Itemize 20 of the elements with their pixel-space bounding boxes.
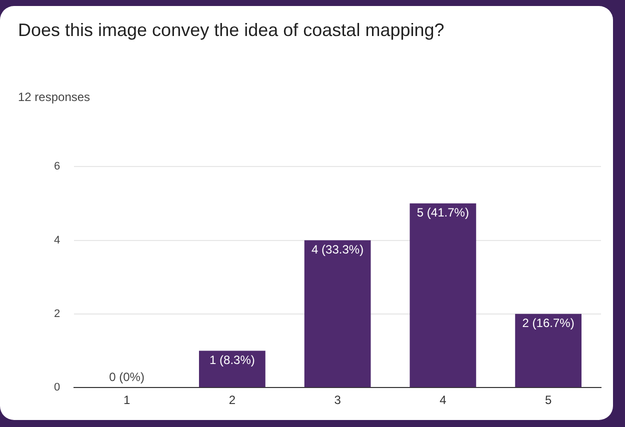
x-tick-label: 4 [440,393,447,408]
x-tick-label: 5 [544,393,552,408]
data-label: 4 (33.3%) [312,242,364,257]
bar [515,314,582,388]
bar [304,240,371,388]
data-label: 5 (41.7%) [416,206,469,220]
y-tick-label: 2 [54,308,60,320]
y-tick-label: 4 [54,234,60,246]
chart-title: Does this image convey the idea of coastal mapping? [18,19,446,42]
x-tick-label: 1 [123,393,130,408]
chart-subtitle: 12 responses [18,90,90,104]
data-label: 2 (16.7%) [522,316,574,330]
data-label: 0 (0%) [109,370,144,384]
y-tick-label: 6 [54,160,60,173]
y-tick-label: 0 [54,382,60,394]
bar [198,350,266,388]
x-tick-label: 2 [228,393,236,408]
x-tick-label: 3 [334,393,342,408]
data-label: 1 (8.3%) [210,353,255,368]
bar [410,203,476,388]
